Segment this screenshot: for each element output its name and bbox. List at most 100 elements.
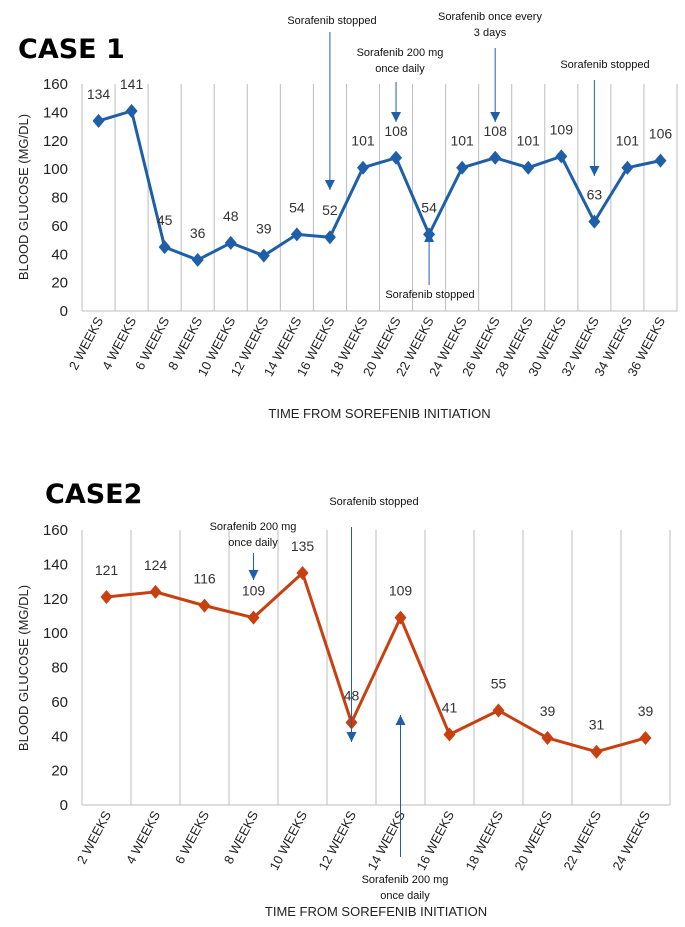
y-tick-label: 140 [43,104,68,121]
data-label: 106 [649,126,673,142]
x-tick-label: 10 WEEKS [266,808,310,873]
chart-case-1: CASE 1 0 20 40 60 80 100 120 140 160 BLOOD GLUCOSE… [16,11,678,421]
y-axis-title: BLOOD GLUCOSE (MG/DL) [16,585,31,751]
annotation-text: Sorafenib 200 mg [362,874,449,886]
annotation-text: Sorafenib stopped [560,59,649,71]
y-tick-label: 20 [51,763,68,780]
data-point-marker [149,584,162,599]
data-point-marker [555,149,568,164]
data-label: 63 [587,187,603,203]
annotation-arrow-head [589,166,600,176]
data-point-marker [588,214,601,229]
data-label: 109 [242,583,266,599]
data-label: 108 [384,123,408,139]
annotation-arrow-head [324,180,335,190]
data-label: 135 [291,538,315,554]
x-tick-label: 12 WEEKS [315,808,359,873]
annotation-text: Sorafenib once every [438,11,542,23]
data-point-marker [257,248,270,263]
data-point-marker [492,703,505,718]
y-axis-title: BLOOD GLUCOSE (MG/DL) [16,114,31,280]
data-point-marker [443,727,456,742]
annotation-text: Sorafenib stopped [329,496,418,508]
chart-case-2: CASE2 0 20 40 60 80 100 120 140 160 BLOOD GLUCOSE … [16,479,671,919]
y-tick-label: 40 [51,728,68,745]
x-tick-label: 20 WEEKS [511,808,555,873]
data-point-marker [125,103,138,118]
data-label: 55 [491,675,507,691]
data-point-marker [621,160,634,175]
annotation-text: Sorafenib stopped [287,15,376,27]
data-point-marker [296,565,309,580]
x-tick-label: 8 WEEKS [221,808,262,866]
x-tick-label: 22 WEEKS [560,808,604,873]
data-point-marker [198,598,211,613]
data-label: 109 [550,121,574,137]
y-tick-label: 160 [43,76,68,93]
annotation-text: Sorafenib 200 mg [357,47,444,59]
annotation-arrow-head [391,112,402,122]
data-label: 116 [193,571,216,587]
data-point-marker [224,235,237,250]
data-point-marker [522,160,535,175]
data-label: 101 [616,133,640,149]
series-line [98,109,661,262]
data-label: 54 [289,199,305,215]
x-axis-title: TIME FROM SOREFENIB INITIATION [268,406,490,421]
y-tick-label: 0 [60,303,68,320]
y-tick-label: 60 [51,218,68,235]
data-label: 124 [144,557,168,573]
data-label: 108 [484,123,508,139]
data-label: 45 [157,212,173,228]
data-point-marker [323,230,336,245]
y-tick-label: 20 [51,275,68,292]
y-tick-label: 80 [51,190,68,207]
x-axis-title: TIME FROM SOREFENIB INITIATION [265,904,487,919]
data-label: 41 [442,700,458,716]
data-point-marker [191,252,204,267]
x-tick-label: 4 WEEKS [123,808,164,866]
data-label: 101 [351,133,375,149]
data-label: 39 [638,703,654,719]
data-label: 39 [540,703,556,719]
annotation-text: once daily [375,63,425,75]
data-point-marker [639,730,652,745]
data-label: 134 [87,86,111,102]
x-tick-label: 18 WEEKS [462,808,506,873]
x-tick-label: 2 WEEKS [74,808,115,866]
annotation-text: once daily [228,537,278,549]
annotation-arrow-head [395,715,406,725]
data-point-marker [158,240,171,255]
y-tick-label: 120 [43,591,68,608]
data-point-marker [456,160,469,175]
x-tick-label: 16 WEEKS [413,808,457,873]
chart-title: CASE2 [45,479,142,510]
data-label: 141 [120,76,144,92]
data-point-marker [489,150,502,165]
data-label: 36 [190,225,206,241]
annotation-text: 3 days [474,27,507,39]
y-tick-label: 100 [43,161,68,178]
annotation-arrow-head [424,232,435,242]
y-tick-label: 0 [60,797,68,814]
data-label: 54 [421,199,437,215]
data-point-marker [92,113,105,128]
data-point-marker [590,744,603,759]
data-label: 101 [517,133,541,149]
data-point-marker [290,227,303,242]
x-tick-label: 6 WEEKS [172,808,213,866]
data-point-marker [100,590,113,605]
x-tick-label: 24 WEEKS [609,808,653,873]
data-label: 52 [322,202,338,218]
data-label: 101 [450,133,474,149]
chart-title: CASE 1 [18,34,125,65]
y-tick-label: 140 [43,556,68,573]
annotation-text: once daily [380,890,430,902]
data-label: 31 [589,717,605,733]
series-line [106,571,646,754]
data-point-marker [654,153,667,168]
data-label: 109 [389,583,413,599]
y-tick-label: 40 [51,246,68,263]
y-tick-label: 120 [43,133,68,150]
